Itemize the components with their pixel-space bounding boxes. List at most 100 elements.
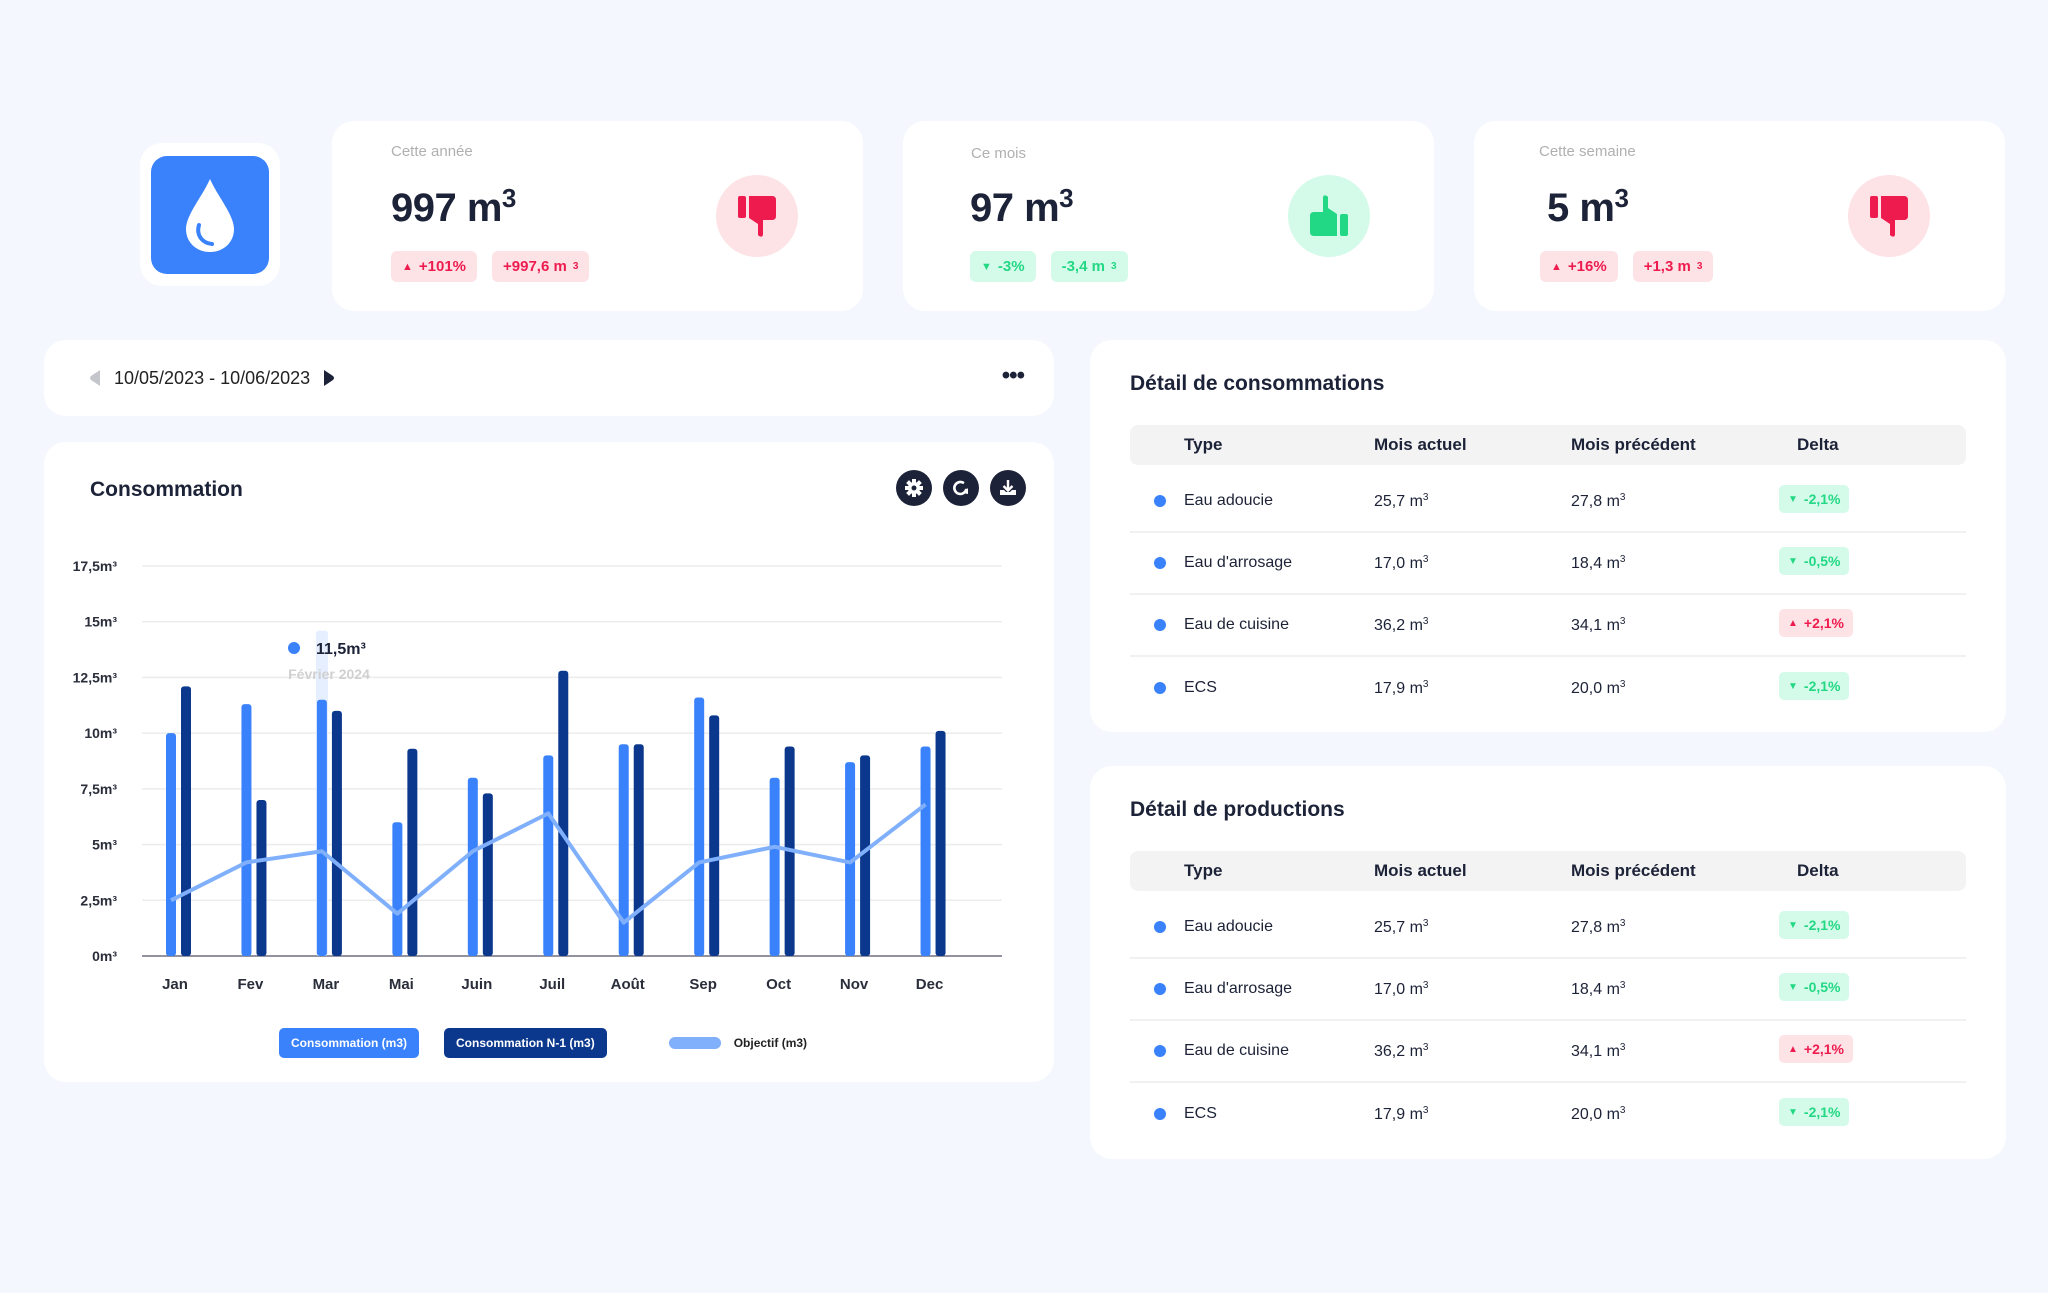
bar-consommation xyxy=(543,755,554,956)
arrow-down-icon: ▼ xyxy=(981,260,992,273)
bar-consommation-n-1 xyxy=(407,748,418,956)
cell-mois-actuel: 36,2 m3 xyxy=(1374,615,1429,634)
y-tick-label: 15m³ xyxy=(84,614,117,630)
refresh-icon[interactable] xyxy=(943,470,979,506)
arrow-down-icon: ▼ xyxy=(1788,1106,1798,1118)
y-tick-label: 12,5m³ xyxy=(73,669,118,685)
tooltip-dot xyxy=(288,642,300,654)
bar-consommation-n-1 xyxy=(633,744,644,956)
delta-badge: ▼ -2,1% xyxy=(1779,911,1850,940)
legend-consommation-n-1[interactable]: Consommation N-1 (m3) xyxy=(444,1028,607,1058)
table-row[interactable]: ECS 17,9 m3 20,0 m3 ▼ -2,1% xyxy=(1130,1083,1966,1145)
app-logo xyxy=(140,143,280,286)
y-tick-label: 2,5m³ xyxy=(80,892,117,908)
column-header-mois-precedent: Mois précédent xyxy=(1571,435,1696,454)
legend-consommation[interactable]: Consommation (m3) xyxy=(279,1028,420,1058)
tooltip-value: 11,5m³ xyxy=(316,641,366,658)
arrow-up-icon: ▲ xyxy=(1788,1043,1798,1055)
column-header-delta: Delta xyxy=(1797,435,1839,454)
type-dot-icon xyxy=(1154,1108,1166,1120)
cell-type: Eau de cuisine xyxy=(1184,616,1289,633)
y-tick-label: 5m³ xyxy=(92,837,117,853)
table-title: Détail de consommations xyxy=(1130,372,1385,395)
type-dot-icon xyxy=(1154,557,1166,569)
kpi-label: Ce mois xyxy=(971,145,1027,162)
water-drop-icon xyxy=(151,155,269,274)
table-row[interactable]: Eau de cuisine 36,2 m3 34,1 m3 ▲ +2,1% xyxy=(1130,595,1966,657)
x-tick-label: Juil xyxy=(539,976,565,993)
bar-consommation-n-1 xyxy=(482,793,493,956)
column-header-mois-precedent: Mois précédent xyxy=(1571,861,1696,880)
type-dot-icon xyxy=(1154,1045,1166,1057)
table-row[interactable]: Eau adoucie 25,7 m3 27,8 m3 ▼ -2,1% xyxy=(1130,471,1966,533)
table-row[interactable]: Eau de cuisine 36,2 m3 34,1 m3 ▲ +2,1% xyxy=(1130,1021,1966,1083)
kpi-value: 997 m3 xyxy=(391,183,516,230)
bar-consommation-n-1 xyxy=(935,730,946,956)
download-icon[interactable] xyxy=(990,470,1026,506)
legend-objectif[interactable]: Objectif (m3) xyxy=(668,1036,807,1050)
production-detail-table: Type Mois actuel Mois précédent Delta Eau ad… xyxy=(1130,851,1966,1145)
x-tick-label: Fev xyxy=(238,976,265,993)
settings-icon[interactable] xyxy=(896,470,932,506)
x-tick-label: Jan xyxy=(162,976,188,993)
cell-mois-actuel: 25,7 m3 xyxy=(1374,917,1429,936)
cell-mois-precedent: 27,8 m3 xyxy=(1571,917,1626,936)
caret-right-icon[interactable] xyxy=(322,369,336,387)
column-header-type: Type xyxy=(1184,861,1223,880)
more-horizontal-icon[interactable]: ••• xyxy=(1001,362,1025,389)
bar-consommation xyxy=(241,704,252,956)
arrow-down-icon: ▼ xyxy=(1788,919,1798,931)
y-tick-label: 7,5m³ xyxy=(80,781,117,797)
table-row[interactable]: ECS 17,9 m3 20,0 m3 ▼ -2,1% xyxy=(1130,657,1966,719)
bar-consommation xyxy=(845,762,856,956)
x-tick-label: Mar xyxy=(313,976,340,993)
cell-mois-precedent: 20,0 m3 xyxy=(1571,678,1626,697)
percent-change-badge: ▼ -3% xyxy=(970,251,1036,282)
delta-badge: ▲ +2,1% xyxy=(1779,1035,1853,1064)
delta-badge: ▼ -2,1% xyxy=(1779,672,1850,701)
cell-mois-actuel: 17,9 m3 xyxy=(1374,1104,1429,1123)
table-row[interactable]: Eau adoucie 25,7 m3 27,8 m3 ▼ -2,1% xyxy=(1130,897,1966,959)
consumption-chart: 0m³ 2,5m³ 5m³ 7,5m³ 10m³ 12,5m³ 15m³ 17,5m³ Jan F… xyxy=(73,558,1002,993)
date-range-label: 10/05/2023 - 10/06/2023 xyxy=(114,367,311,388)
cell-mois-precedent: 27,8 m3 xyxy=(1571,491,1626,510)
cell-mois-actuel: 17,0 m3 xyxy=(1374,979,1429,998)
y-tick-label: 10m³ xyxy=(84,725,117,741)
arrow-down-icon: ▼ xyxy=(1788,555,1798,567)
cell-mois-actuel: 17,0 m3 xyxy=(1374,553,1429,572)
y-tick-label: 17,5m³ xyxy=(73,558,118,574)
caret-left-icon[interactable] xyxy=(88,369,102,387)
cell-type: Eau d'arrosage xyxy=(1184,554,1293,571)
bar-consommation-n-1 xyxy=(181,686,191,956)
arrow-down-icon: ▼ xyxy=(1788,493,1798,505)
bar-consommation-n-1 xyxy=(558,670,569,956)
bar-consommation xyxy=(166,733,176,956)
kpi-value: 97 m3 xyxy=(970,183,1074,230)
cell-mois-precedent: 34,1 m3 xyxy=(1571,615,1626,634)
bar-consommation xyxy=(316,699,327,956)
consumption-chart-card: Consommation 0m³ 2,5m³ 5m³ 7,5m³ 10m³ 12,5m³ 1… xyxy=(44,442,1054,1082)
x-tick-label: Nov xyxy=(840,976,869,993)
column-header-type: Type xyxy=(1184,435,1223,454)
x-tick-label: Sep xyxy=(689,976,717,993)
cell-mois-precedent: 34,1 m3 xyxy=(1571,1041,1626,1060)
tooltip-label: Février 2024 xyxy=(288,666,370,682)
table-row[interactable]: Eau d'arrosage 17,0 m3 18,4 m3 ▼ -0,5% xyxy=(1130,959,1966,1021)
type-dot-icon xyxy=(1154,983,1166,995)
thumbs-down-icon xyxy=(716,175,798,257)
kpi-value: 5 m3 xyxy=(1547,183,1629,230)
bar-consommation-n-1 xyxy=(256,800,267,956)
delta-badge: ▲ +2,1% xyxy=(1779,609,1853,638)
y-tick-label: 0m³ xyxy=(92,948,117,964)
arrow-down-icon: ▼ xyxy=(1788,981,1798,993)
arrow-down-icon: ▼ xyxy=(1788,680,1798,692)
table-row[interactable]: Eau d'arrosage 17,0 m3 18,4 m3 ▼ -0,5% xyxy=(1130,533,1966,595)
percent-change-badge: ▲ +16% xyxy=(1540,251,1618,282)
bar-consommation-n-1 xyxy=(709,715,720,956)
arrow-up-icon: ▲ xyxy=(1788,617,1798,629)
x-tick-label: Août xyxy=(611,976,645,993)
